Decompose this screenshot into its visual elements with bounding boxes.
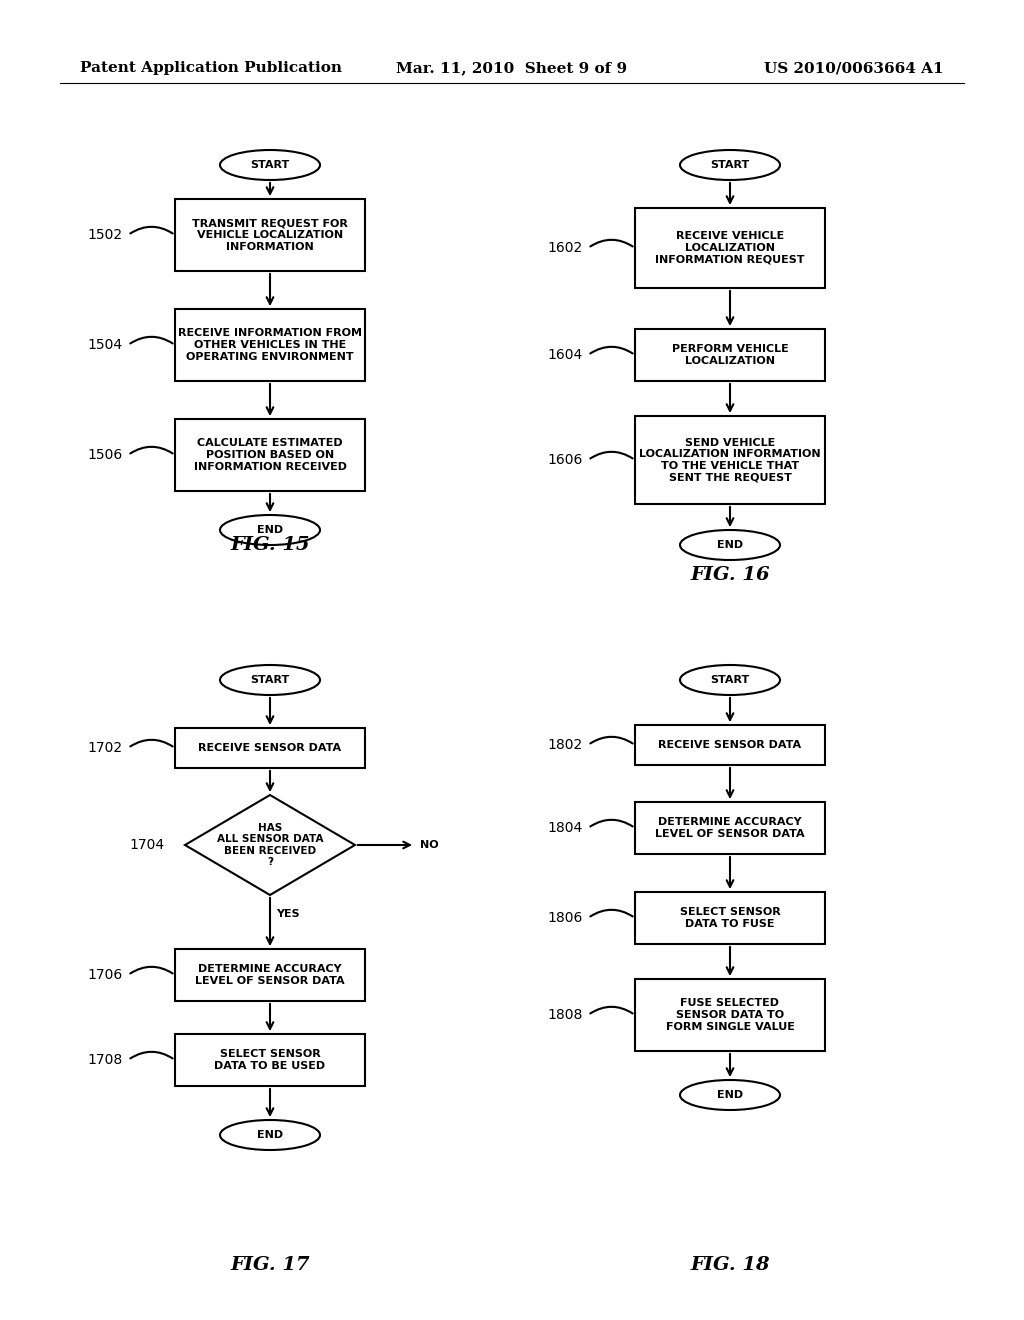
Bar bbox=[175, 729, 365, 768]
Text: 1502: 1502 bbox=[88, 228, 123, 242]
Text: Mar. 11, 2010  Sheet 9 of 9: Mar. 11, 2010 Sheet 9 of 9 bbox=[396, 61, 628, 75]
Text: 1706: 1706 bbox=[88, 968, 123, 982]
Text: 1506: 1506 bbox=[88, 447, 123, 462]
Text: 1808: 1808 bbox=[548, 1008, 583, 1022]
Text: RECEIVE INFORMATION FROM
OTHER VEHICLES IN THE
OPERATING ENVIRONMENT: RECEIVE INFORMATION FROM OTHER VEHICLES … bbox=[178, 329, 362, 362]
Text: 1606: 1606 bbox=[548, 453, 583, 467]
Text: SEND VEHICLE
LOCALIZATION INFORMATION
TO THE VEHICLE THAT
SENT THE REQUEST: SEND VEHICLE LOCALIZATION INFORMATION TO… bbox=[639, 438, 821, 482]
Ellipse shape bbox=[220, 515, 319, 545]
Ellipse shape bbox=[220, 665, 319, 696]
Text: FIG. 17: FIG. 17 bbox=[230, 1257, 310, 1274]
Text: HAS
ALL SENSOR DATA
BEEN RECEIVED
?: HAS ALL SENSOR DATA BEEN RECEIVED ? bbox=[217, 822, 324, 867]
Text: CALCULATE ESTIMATED
POSITION BASED ON
INFORMATION RECEIVED: CALCULATE ESTIMATED POSITION BASED ON IN… bbox=[194, 438, 346, 471]
Ellipse shape bbox=[680, 531, 780, 560]
Text: FIG. 16: FIG. 16 bbox=[690, 566, 770, 583]
Text: Patent Application Publication: Patent Application Publication bbox=[80, 61, 342, 75]
Text: SELECT SENSOR
DATA TO FUSE: SELECT SENSOR DATA TO FUSE bbox=[680, 907, 780, 929]
Bar bbox=[635, 725, 825, 766]
Text: START: START bbox=[251, 675, 290, 685]
Ellipse shape bbox=[220, 150, 319, 180]
Bar bbox=[635, 416, 825, 504]
Text: END: END bbox=[717, 540, 743, 550]
Text: DETERMINE ACCURACY
LEVEL OF SENSOR DATA: DETERMINE ACCURACY LEVEL OF SENSOR DATA bbox=[655, 817, 805, 838]
Text: 1504: 1504 bbox=[88, 338, 123, 352]
Text: 1602: 1602 bbox=[548, 242, 583, 255]
Ellipse shape bbox=[680, 665, 780, 696]
Text: PERFORM VEHICLE
LOCALIZATION: PERFORM VEHICLE LOCALIZATION bbox=[672, 345, 788, 366]
Text: FIG. 18: FIG. 18 bbox=[690, 1257, 770, 1274]
Text: 1704: 1704 bbox=[130, 838, 165, 851]
Text: 1604: 1604 bbox=[548, 348, 583, 362]
Text: TRANSMIT REQUEST FOR
VEHICLE LOCALIZATION
INFORMATION: TRANSMIT REQUEST FOR VEHICLE LOCALIZATIO… bbox=[193, 218, 348, 252]
Bar bbox=[175, 309, 365, 381]
Bar bbox=[175, 418, 365, 491]
Bar bbox=[635, 892, 825, 944]
Text: US 2010/0063664 A1: US 2010/0063664 A1 bbox=[764, 61, 944, 75]
Bar bbox=[635, 803, 825, 854]
Bar bbox=[175, 1034, 365, 1086]
Text: RECEIVE SENSOR DATA: RECEIVE SENSOR DATA bbox=[658, 741, 802, 750]
Text: START: START bbox=[711, 160, 750, 170]
Bar bbox=[175, 199, 365, 271]
Text: 1806: 1806 bbox=[548, 911, 583, 925]
Bar bbox=[175, 949, 365, 1001]
Polygon shape bbox=[185, 795, 355, 895]
Ellipse shape bbox=[220, 1119, 319, 1150]
Text: YES: YES bbox=[276, 909, 300, 919]
Bar bbox=[635, 329, 825, 381]
Text: FIG. 15: FIG. 15 bbox=[230, 536, 310, 554]
Text: END: END bbox=[257, 525, 283, 535]
Text: START: START bbox=[251, 160, 290, 170]
Bar bbox=[635, 979, 825, 1051]
Text: RECEIVE VEHICLE
LOCALIZATION
INFORMATION REQUEST: RECEIVE VEHICLE LOCALIZATION INFORMATION… bbox=[655, 231, 805, 264]
Text: 1804: 1804 bbox=[548, 821, 583, 836]
Text: FUSE SELECTED
SENSOR DATA TO
FORM SINGLE VALUE: FUSE SELECTED SENSOR DATA TO FORM SINGLE… bbox=[666, 998, 795, 1032]
Text: END: END bbox=[717, 1090, 743, 1100]
Text: 1702: 1702 bbox=[88, 741, 123, 755]
Text: 1802: 1802 bbox=[548, 738, 583, 752]
Text: DETERMINE ACCURACY
LEVEL OF SENSOR DATA: DETERMINE ACCURACY LEVEL OF SENSOR DATA bbox=[196, 964, 345, 986]
Text: START: START bbox=[711, 675, 750, 685]
Ellipse shape bbox=[680, 150, 780, 180]
Text: NO: NO bbox=[420, 840, 438, 850]
Ellipse shape bbox=[680, 1080, 780, 1110]
Text: 1708: 1708 bbox=[88, 1053, 123, 1067]
Text: END: END bbox=[257, 1130, 283, 1140]
Text: RECEIVE SENSOR DATA: RECEIVE SENSOR DATA bbox=[199, 743, 342, 752]
Bar bbox=[635, 209, 825, 288]
Text: SELECT SENSOR
DATA TO BE USED: SELECT SENSOR DATA TO BE USED bbox=[214, 1049, 326, 1071]
